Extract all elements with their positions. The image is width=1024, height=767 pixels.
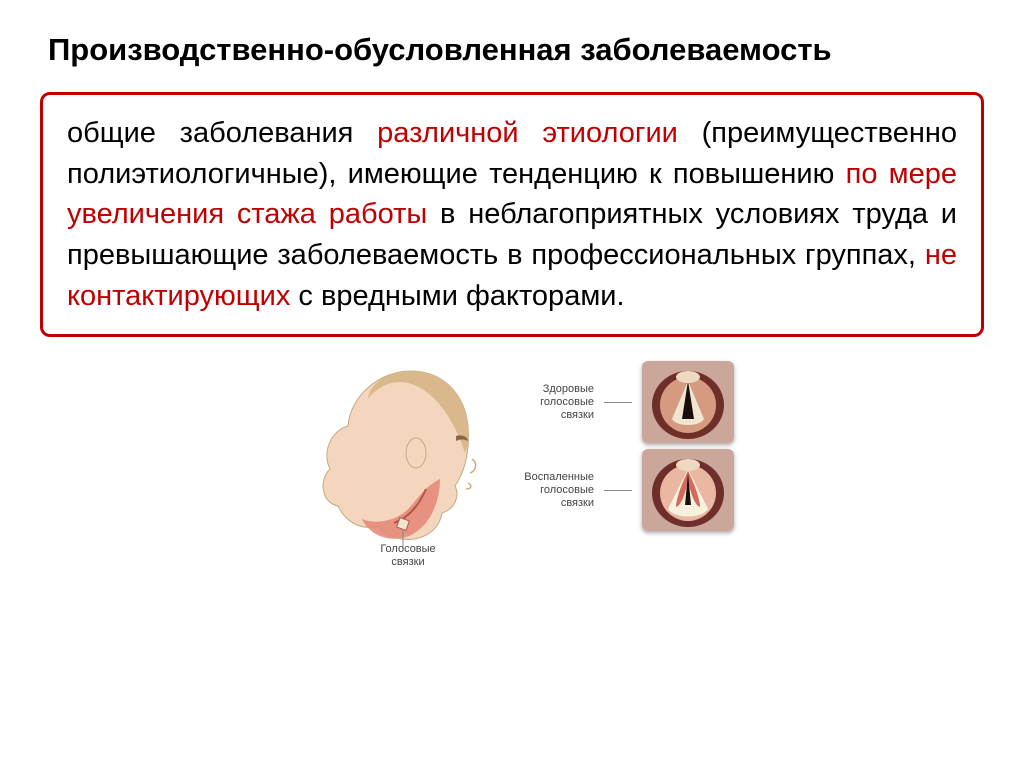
slide-title: Производственно-обусловленная заболеваем… xyxy=(40,30,984,70)
head-profile-icon xyxy=(290,361,490,551)
leader-line xyxy=(604,490,632,491)
leader-line xyxy=(604,402,632,403)
figure-area: Голосовыесвязки Здоровыеголосовыесвязки xyxy=(40,361,984,561)
inflamed-label: Воспаленныеголосовыесвязки xyxy=(504,471,594,509)
healthy-label: Здоровыеголосовыесвязки xyxy=(504,383,594,421)
inflamed-row: Воспаленныеголосовыесвязки xyxy=(504,449,734,531)
slide: Производственно-обусловленная заболеваем… xyxy=(0,0,1024,767)
text-segment: различной этиологии xyxy=(377,117,678,149)
healthy-cords-icon xyxy=(642,361,734,443)
healthy-row: Здоровыеголосовыесвязки xyxy=(504,361,734,443)
healthy-cords-thumb xyxy=(642,361,734,443)
definition-text: общие заболевания различной этиологии (п… xyxy=(67,113,957,316)
vocal-cords-label: Голосовыесвязки xyxy=(368,543,448,568)
text-segment: общие заболевания xyxy=(67,117,377,149)
vocal-cords-column: Здоровыеголосовыесвязки Воспаленныего xyxy=(504,361,734,531)
definition-box: общие заболевания различной этиологии (п… xyxy=(40,92,984,337)
text-segment: с вредными факторами. xyxy=(290,280,624,312)
inflamed-cords-icon xyxy=(642,449,734,531)
inflamed-cords-thumb xyxy=(642,449,734,531)
head-illustration: Голосовыесвязки xyxy=(290,361,490,561)
